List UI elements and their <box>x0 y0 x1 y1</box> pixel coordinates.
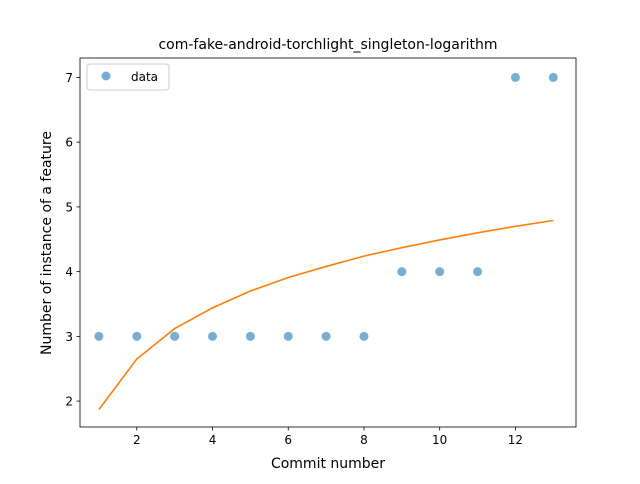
y-tick-label-6: 6 <box>65 136 73 150</box>
y-axis-label: Number of instance of a feature <box>39 131 55 355</box>
data-point-8 <box>359 331 369 341</box>
x-tick-label-6: 6 <box>284 433 292 447</box>
y-tick-label-7: 7 <box>65 71 73 85</box>
legend-label-data: data <box>131 70 158 84</box>
x-tick-label-12: 12 <box>508 433 523 447</box>
data-point-3 <box>170 331 180 341</box>
data-point-5 <box>245 331 255 341</box>
data-point-9 <box>397 267 407 277</box>
x-tick-label-4: 4 <box>209 433 217 447</box>
fit-line <box>98 219 554 410</box>
data-point-7 <box>321 331 331 341</box>
legend: data <box>86 63 170 91</box>
x-tick-label-2: 2 <box>133 433 141 447</box>
y-tick-label-5: 5 <box>65 200 73 214</box>
y-tick-label-4: 4 <box>65 265 73 279</box>
plot-area <box>94 72 558 410</box>
axes-frame <box>79 57 577 428</box>
axes: 2 4 6 8 10 12 2 3 4 5 6 7 <box>65 57 577 447</box>
y-tick-label-2: 2 <box>65 395 73 409</box>
data-point-13 <box>548 72 558 82</box>
x-axis-label: Commit number <box>271 456 385 472</box>
data-point-1 <box>94 331 104 341</box>
x-tick-label-10: 10 <box>432 433 447 447</box>
data-point-6 <box>283 331 293 341</box>
y-tick-label-3: 3 <box>65 330 73 344</box>
data-point-2 <box>132 331 142 341</box>
legend-marker-data <box>101 71 111 81</box>
legend-box <box>86 63 170 91</box>
x-tick-label-8: 8 <box>360 433 368 447</box>
data-point-4 <box>208 331 218 341</box>
data-point-12 <box>510 72 520 82</box>
data-point-11 <box>473 267 483 277</box>
data-point-10 <box>435 267 445 277</box>
chart-title: com-fake-android-torchlight_singleton-lo… <box>158 37 497 53</box>
